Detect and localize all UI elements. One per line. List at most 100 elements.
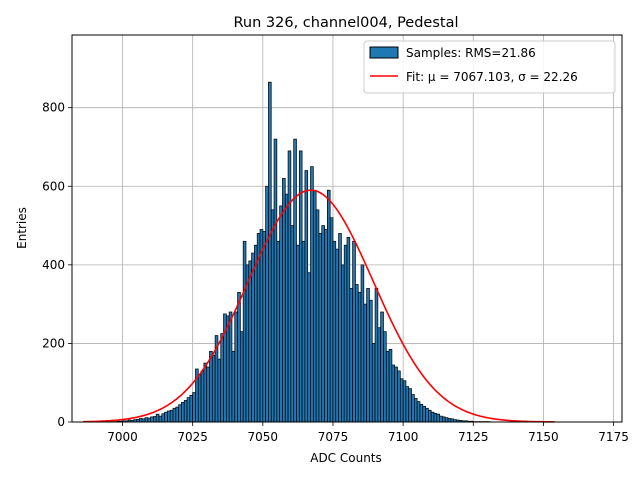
histogram-bar — [447, 418, 452, 423]
histogram-bar — [444, 417, 449, 423]
histogram-bar — [397, 370, 401, 423]
histogram-bar — [237, 291, 241, 423]
x-tick-label: 7000 — [107, 430, 138, 444]
histogram-bar — [335, 248, 339, 423]
histogram-bar — [296, 244, 300, 423]
histogram-bar — [298, 150, 303, 423]
histogram-bar — [225, 315, 230, 423]
histogram-bar — [366, 288, 370, 423]
histogram-bar — [276, 240, 281, 423]
histogram-bar — [240, 331, 244, 423]
histogram-bar — [338, 233, 342, 423]
histogram-bar — [268, 81, 272, 423]
histogram-bar — [262, 231, 266, 423]
histogram-bar — [408, 388, 412, 423]
x-tick-label: 7050 — [248, 430, 279, 444]
histogram-bar — [220, 333, 224, 423]
histogram-bar — [192, 392, 196, 423]
legend-label-fit: Fit: μ = 7067.103, σ = 22.26 — [406, 70, 578, 84]
histogram-bar — [377, 327, 382, 423]
histogram-bar — [349, 288, 353, 423]
histogram-bar — [402, 380, 407, 423]
histogram-bar — [430, 411, 435, 423]
x-axis-label: ADC Counts — [310, 451, 382, 465]
histogram-bar — [245, 264, 250, 423]
histogram-bar — [172, 407, 177, 423]
y-tick-label: 800 — [42, 101, 65, 115]
histogram-bar — [147, 417, 151, 423]
histogram-bar — [167, 410, 171, 423]
histogram-bar — [399, 378, 404, 423]
x-tick-label: 7100 — [388, 430, 419, 444]
histogram-bar — [153, 416, 157, 423]
histogram-bar — [416, 401, 421, 423]
histogram-bar — [178, 404, 182, 423]
legend-swatch-samples — [369, 46, 399, 59]
histogram-bar — [200, 370, 205, 423]
histogram-bar — [189, 394, 194, 423]
histogram-bar — [279, 205, 283, 423]
histogram-bar — [217, 358, 222, 423]
histogram-bar — [293, 138, 297, 423]
histogram-bar — [357, 291, 362, 423]
y-tick-label: 400 — [42, 258, 65, 272]
histogram-bar — [352, 240, 356, 423]
x-tick-label: 7075 — [318, 430, 349, 444]
histogram-bar — [251, 252, 255, 423]
histogram-bar — [175, 406, 179, 423]
histogram-bar — [315, 209, 320, 423]
histogram-bar — [413, 398, 418, 423]
histogram-bar — [405, 386, 410, 423]
histogram-bar — [169, 409, 174, 423]
histogram-bar — [259, 229, 264, 423]
y-tick-label: 0 — [57, 415, 65, 429]
legend: Samples: RMS=21.86 Fit: μ = 7067.103, σ … — [363, 40, 616, 94]
histogram-bar — [422, 405, 426, 423]
histogram-bar — [211, 354, 216, 423]
histogram-bar — [312, 189, 317, 423]
histogram-bar — [428, 409, 432, 423]
x-tick-label: 7125 — [458, 430, 489, 444]
histogram-bar — [369, 299, 373, 423]
histogram-bar — [161, 413, 165, 423]
histogram-bar — [287, 150, 292, 423]
histogram-bar — [391, 364, 396, 423]
histogram-bar — [374, 288, 379, 423]
histogram-bar — [254, 244, 258, 423]
histogram-bar — [304, 170, 309, 423]
histogram-bar — [150, 416, 154, 423]
histogram-bar — [341, 264, 345, 423]
histogram-bar — [343, 244, 348, 423]
x-tick-label: 7175 — [598, 430, 629, 444]
histogram-bar — [394, 366, 398, 423]
histogram-bar — [138, 418, 143, 423]
histogram-bar — [158, 415, 163, 423]
histogram-bar — [265, 185, 269, 423]
histogram-bar — [155, 413, 160, 423]
histogram-bar — [385, 350, 390, 423]
histogram-bar — [203, 362, 208, 423]
legend-box — [363, 40, 616, 94]
histogram-bar — [360, 264, 365, 423]
histogram-bar — [273, 138, 278, 423]
histogram-bar — [186, 397, 191, 423]
histogram-bar — [371, 343, 376, 423]
histogram-bar — [433, 413, 438, 423]
histogram-bar — [388, 348, 393, 423]
x-axis-ticks: 7000 7025 7050 7075 7100 7125 7150 7175 — [107, 422, 629, 444]
y-axis-label: Entries — [15, 207, 29, 249]
x-tick-label: 7150 — [528, 430, 559, 444]
histogram-bar — [355, 284, 359, 423]
histogram-bar — [329, 217, 334, 423]
histogram-bar — [290, 225, 295, 423]
histogram-bar — [436, 413, 440, 423]
histogram-bar — [183, 400, 188, 423]
y-tick-label: 200 — [42, 336, 65, 350]
histogram-bar — [301, 240, 306, 423]
histogram-bar — [284, 193, 289, 423]
histogram-bar — [310, 166, 314, 423]
histogram-bar — [442, 416, 446, 423]
histogram-bar — [439, 415, 443, 423]
histogram-bar — [270, 209, 275, 423]
histogram-bar — [380, 311, 384, 423]
